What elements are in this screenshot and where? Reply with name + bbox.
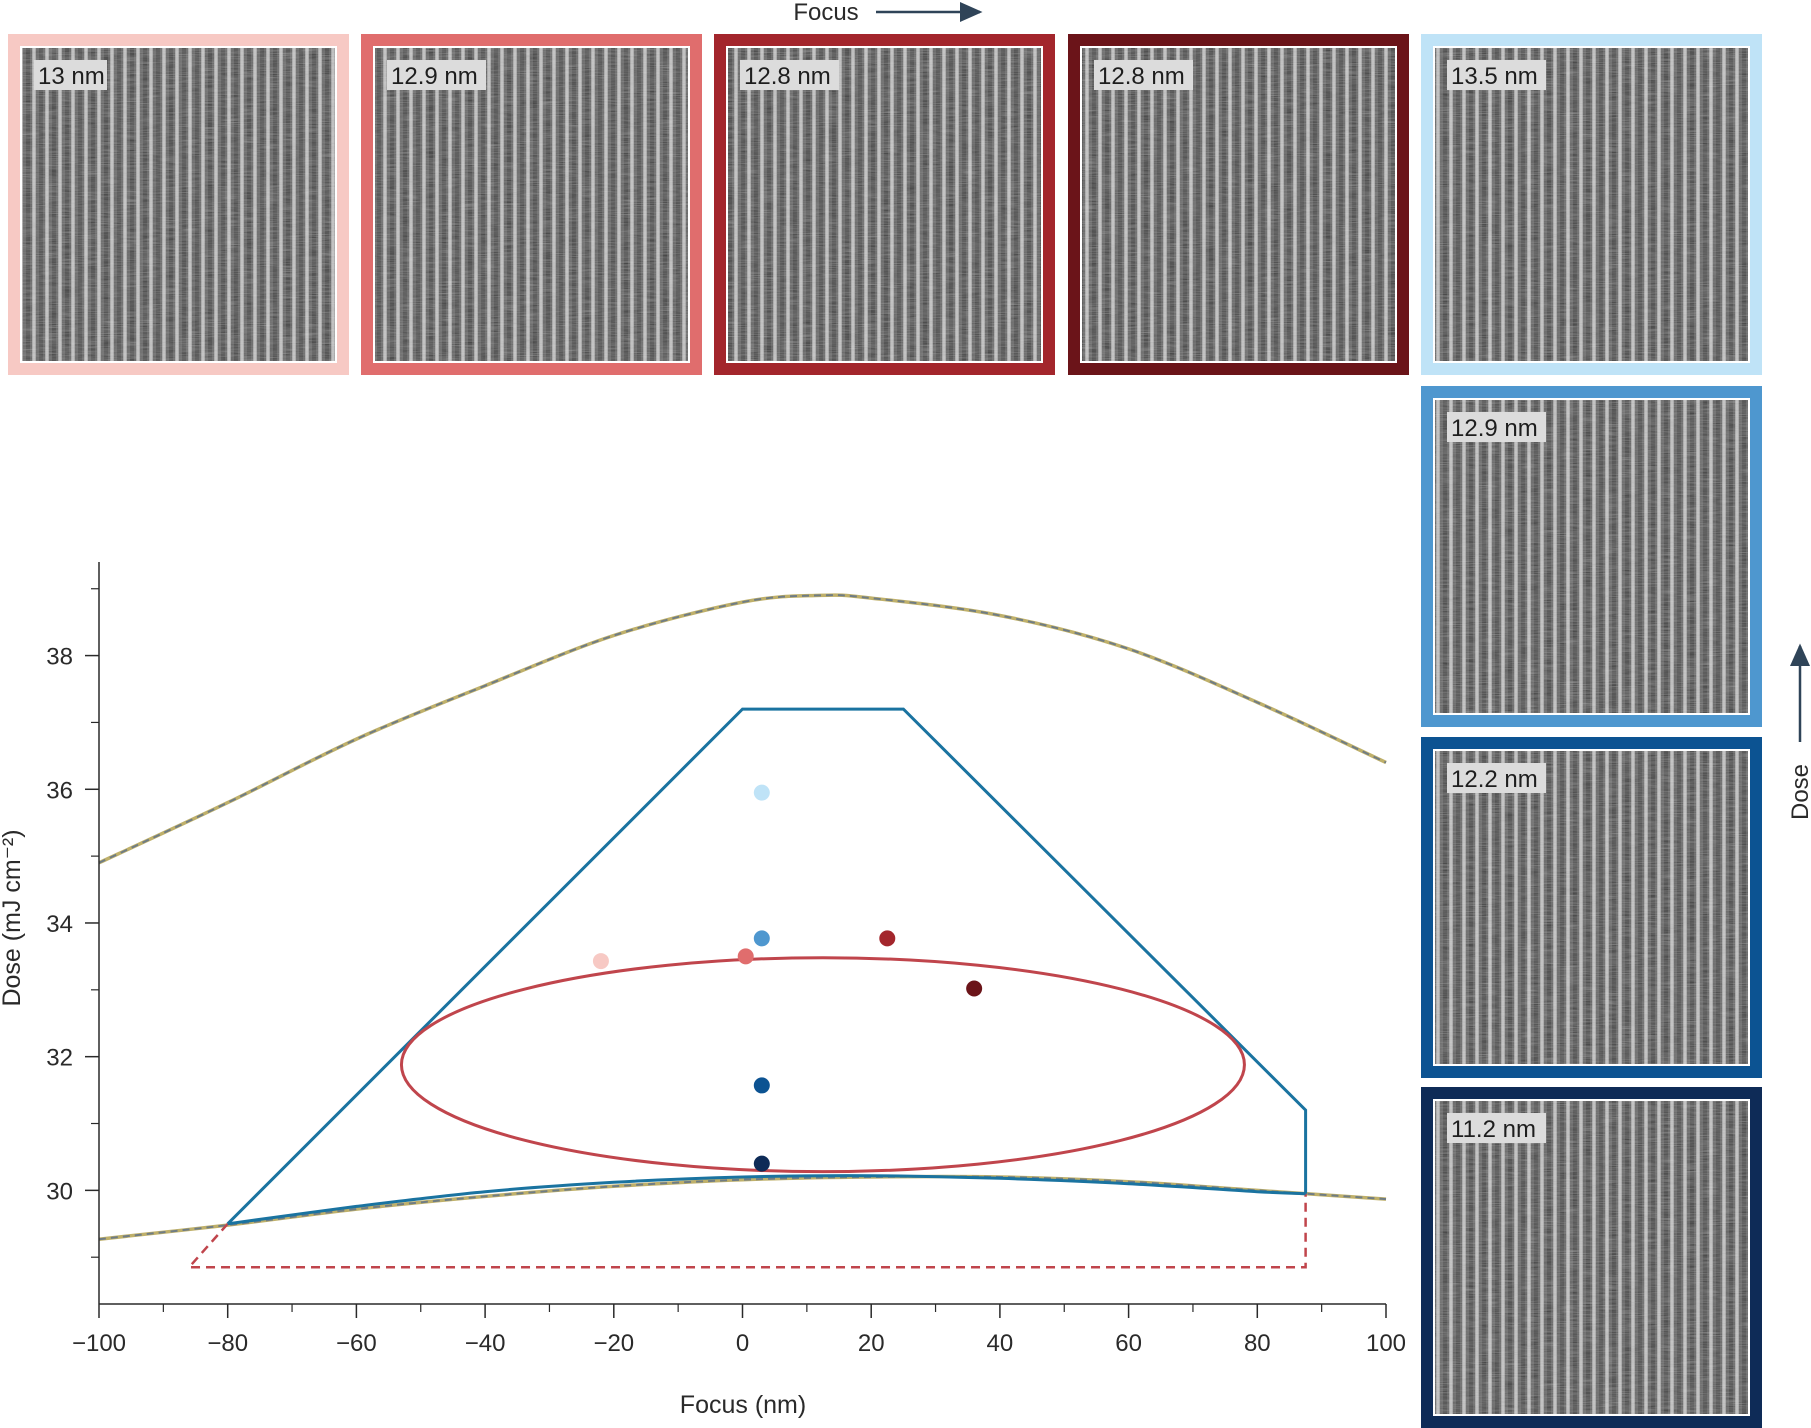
x-tick-label: −100 xyxy=(72,1330,126,1357)
process-window-chart: −100 −80 −60 −40 −20 0 20 40 60 80 100 30 32 34 36 38 F… xyxy=(0,562,1406,1419)
dose-panel-1-label-bg xyxy=(1447,60,1546,90)
x-tick-label: 0 xyxy=(736,1330,749,1357)
dose-panel-2-label: 12.9 nm xyxy=(1451,415,1538,442)
x-tick-label: −80 xyxy=(207,1330,248,1357)
chart-curves xyxy=(98,593,1387,1269)
dose-panel-2-label-bg xyxy=(1447,412,1546,442)
x-tick-label: −40 xyxy=(465,1330,506,1357)
focus-panel-3-micrograph xyxy=(728,48,1041,361)
focus-panel-4: 12.8 nm xyxy=(1068,34,1409,375)
lower-limit-curve xyxy=(98,1174,1387,1241)
process-window-lower xyxy=(227,1174,1306,1226)
dose-panel-4-label: 11.2 nm xyxy=(1451,1116,1536,1143)
focus-panel-2-label-bg xyxy=(387,60,486,90)
x-tick-label: 20 xyxy=(858,1330,885,1357)
x-tick-label: 80 xyxy=(1244,1330,1271,1357)
focus-panel-1-label: 13 nm xyxy=(38,63,105,90)
process-ellipse xyxy=(399,956,1246,1174)
dose-panel-3-label: 12.2 nm xyxy=(1451,766,1538,793)
dose-panel-3: 12.2 nm xyxy=(1421,737,1762,1078)
x-tick-label: 100 xyxy=(1366,1330,1406,1357)
y-tick-label: 32 xyxy=(46,1045,73,1072)
data-point-7 xyxy=(753,1077,770,1094)
x-tick-label: 40 xyxy=(987,1330,1014,1357)
focus-panel-4-micrograph xyxy=(1082,48,1395,361)
dose-panel-4-label-bg xyxy=(1447,1113,1546,1143)
dose-panel-4-micrograph xyxy=(1435,1101,1748,1414)
data-point-1 xyxy=(592,953,609,970)
dose-panel-1-micrograph xyxy=(1435,48,1748,361)
y-tick-label: 30 xyxy=(46,1178,73,1205)
focus-panel-2: 12.9 nm xyxy=(361,34,702,375)
x-tick-label: 60 xyxy=(1115,1330,1142,1357)
dose-latitude-box xyxy=(186,1193,1307,1269)
data-point-8 xyxy=(753,1155,770,1172)
upper-limit-curve xyxy=(98,593,1387,865)
focus-direction-label: Focus xyxy=(793,0,858,26)
focus-panel-2-micrograph xyxy=(375,48,688,361)
x-tick-label: −20 xyxy=(593,1330,634,1357)
upper-limit-curve-dash xyxy=(98,594,1387,864)
dose-panel-1: 13.5 nm xyxy=(1421,34,1762,375)
x-tick-label: −60 xyxy=(336,1330,377,1357)
dose-panel-2-micrograph xyxy=(1435,400,1748,713)
focus-panel-4-label-bg xyxy=(1094,60,1193,90)
focus-panel-2-label: 12.9 nm xyxy=(391,63,478,90)
dose-panel-3-micrograph xyxy=(1435,751,1748,1064)
chart-points xyxy=(592,784,983,1172)
upper-limit-curve-base xyxy=(98,593,1387,865)
focus-panel-1: 13 nm xyxy=(8,34,349,375)
focus-panel-1-micrograph xyxy=(22,48,335,361)
dose-panel-2: 12.9 nm xyxy=(1421,386,1762,727)
focus-panel-3: 12.8 nm xyxy=(714,34,1055,375)
y-tick-label: 34 xyxy=(46,911,73,938)
sem-panels: 13 nm 12.9 nm 12.8 nm 12.8 nm 13.5 nm 12.9 nm… xyxy=(8,34,1762,1428)
dose-panel-4: 11.2 nm xyxy=(1421,1087,1762,1428)
y-axis-label: Dose (mJ cm⁻²) xyxy=(0,829,26,1006)
x-axis-label: Focus (nm) xyxy=(680,1391,806,1419)
focus-panel-3-label: 12.8 nm xyxy=(744,63,831,90)
chart-axes: −100 −80 −60 −40 −20 0 20 40 60 80 100 30 32 34 36 38 xyxy=(46,562,1406,1357)
lower-limit-curve-dash xyxy=(98,1175,1387,1241)
focus-panel-1-label-bg xyxy=(34,60,107,90)
dose-panel-3-label-bg xyxy=(1447,763,1546,793)
data-point-3 xyxy=(879,930,896,947)
data-point-5 xyxy=(753,784,770,801)
focus-direction: Focus xyxy=(793,0,983,26)
focus-panel-4-label: 12.8 nm xyxy=(1098,63,1185,90)
y-tick-label: 38 xyxy=(46,644,73,671)
y-tick-label: 36 xyxy=(46,777,73,804)
data-point-6 xyxy=(753,930,770,947)
focus-panel-3-label-bg xyxy=(740,60,839,90)
dose-direction: Dose xyxy=(1787,643,1811,820)
data-point-2 xyxy=(737,948,754,965)
data-point-4 xyxy=(966,980,983,997)
dose-panel-1-label: 13.5 nm xyxy=(1451,63,1538,90)
dose-direction-label: Dose xyxy=(1787,764,1811,820)
process-window-upper xyxy=(226,707,1308,1225)
